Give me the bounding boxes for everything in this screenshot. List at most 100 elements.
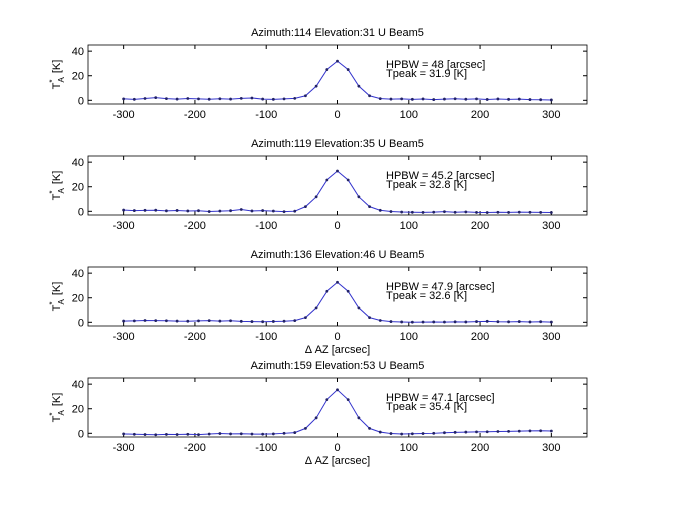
data-point [389, 210, 393, 213]
x-tick-label: 100 [400, 331, 418, 343]
data-point [378, 319, 382, 322]
x-tick-label: -200 [184, 109, 206, 121]
data-point [165, 433, 168, 436]
data-point [549, 98, 553, 102]
x-tick-label: 300 [542, 442, 560, 454]
annotation: Tpeak = 31.9 [K] [386, 68, 467, 80]
y-tick-label: 0 [78, 317, 84, 329]
data-point [389, 320, 393, 323]
annotation: Tpeak = 32.6 [K] [386, 290, 467, 302]
data-point [132, 319, 136, 323]
data-point [432, 320, 436, 324]
data-point [549, 320, 553, 324]
x-tick-label: -200 [184, 442, 206, 454]
data-point [453, 97, 457, 101]
data-point [485, 211, 489, 214]
data-point [314, 195, 318, 199]
data-point [282, 319, 286, 323]
y-tick-label: 40 [72, 379, 84, 391]
data-point [122, 208, 126, 212]
data-point [432, 210, 436, 214]
data-point [475, 211, 478, 214]
x-tick-label: 0 [334, 109, 340, 121]
data-point [357, 306, 361, 310]
data-point [539, 211, 543, 214]
data-point [432, 431, 436, 435]
data-point [239, 208, 243, 211]
y-label-unit: [K] [51, 393, 63, 406]
data-point [539, 429, 543, 433]
x-axis-label: Δ AZ [arcsec] [305, 455, 370, 467]
data-point [517, 210, 521, 214]
data-point [132, 209, 136, 212]
y-label-sup: * [48, 190, 57, 193]
data-point [197, 433, 200, 437]
data-point [453, 210, 457, 214]
data-point [218, 97, 222, 101]
data-point [250, 432, 254, 436]
panel-title: Azimuth:119 Elevation:35 U Beam5 [251, 138, 424, 150]
x-tick-label: 200 [471, 109, 489, 121]
data-point [507, 320, 510, 324]
data-point [218, 319, 222, 323]
data-point [368, 426, 371, 430]
panel-title: Azimuth:159 Elevation:53 U Beam5 [251, 360, 425, 372]
data-point [239, 319, 243, 323]
data-point [154, 96, 158, 100]
data-point [250, 209, 254, 213]
data-point [517, 320, 521, 323]
data-point [336, 388, 339, 392]
x-tick-label: 300 [542, 331, 560, 343]
data-point [197, 97, 200, 101]
data-point [443, 431, 446, 435]
data-point [368, 316, 371, 320]
data-point [314, 416, 318, 420]
data-point [282, 97, 286, 101]
data-point [507, 97, 510, 101]
data-point [357, 416, 361, 420]
data-point [517, 429, 521, 433]
data-point [143, 433, 147, 436]
data-point [528, 429, 532, 433]
data-point [122, 97, 126, 101]
data-point [432, 98, 436, 101]
data-point [421, 320, 425, 324]
data-point [325, 398, 329, 402]
data-point [229, 432, 232, 436]
x-tick-label: -300 [113, 331, 135, 343]
data-point [261, 209, 265, 212]
data-point [464, 97, 468, 101]
annotation: HPBW = 45.2 [arcsec] [386, 170, 495, 182]
data-point [154, 208, 158, 212]
y-tick-label: 40 [72, 268, 84, 280]
data-point [475, 320, 478, 323]
data-point [528, 98, 532, 101]
data-point [346, 289, 350, 293]
data-point [346, 68, 350, 71]
data-point [336, 169, 339, 173]
data-point [175, 433, 179, 436]
data-point [207, 319, 211, 322]
annotation: Tpeak = 35.4 [K] [386, 401, 467, 413]
data-point [207, 432, 211, 436]
data-point [496, 210, 500, 214]
data-point [485, 98, 489, 101]
data-point [197, 319, 200, 323]
x-tick-label: -100 [255, 331, 277, 343]
data-point [304, 205, 307, 209]
data-point [357, 195, 361, 199]
data-point [132, 432, 136, 436]
data-point [464, 430, 468, 434]
y-tick-label: 20 [72, 71, 84, 83]
data-point [346, 398, 350, 402]
data-point [443, 320, 446, 324]
x-tick-label: 200 [471, 220, 489, 232]
data-point [421, 432, 425, 435]
data-point [186, 319, 190, 323]
data-point [539, 98, 543, 102]
data-point [496, 320, 500, 324]
y-label-sup: * [48, 79, 57, 82]
y-label-unit: [K] [51, 60, 63, 73]
data-point [175, 319, 179, 323]
data-point [453, 320, 457, 324]
